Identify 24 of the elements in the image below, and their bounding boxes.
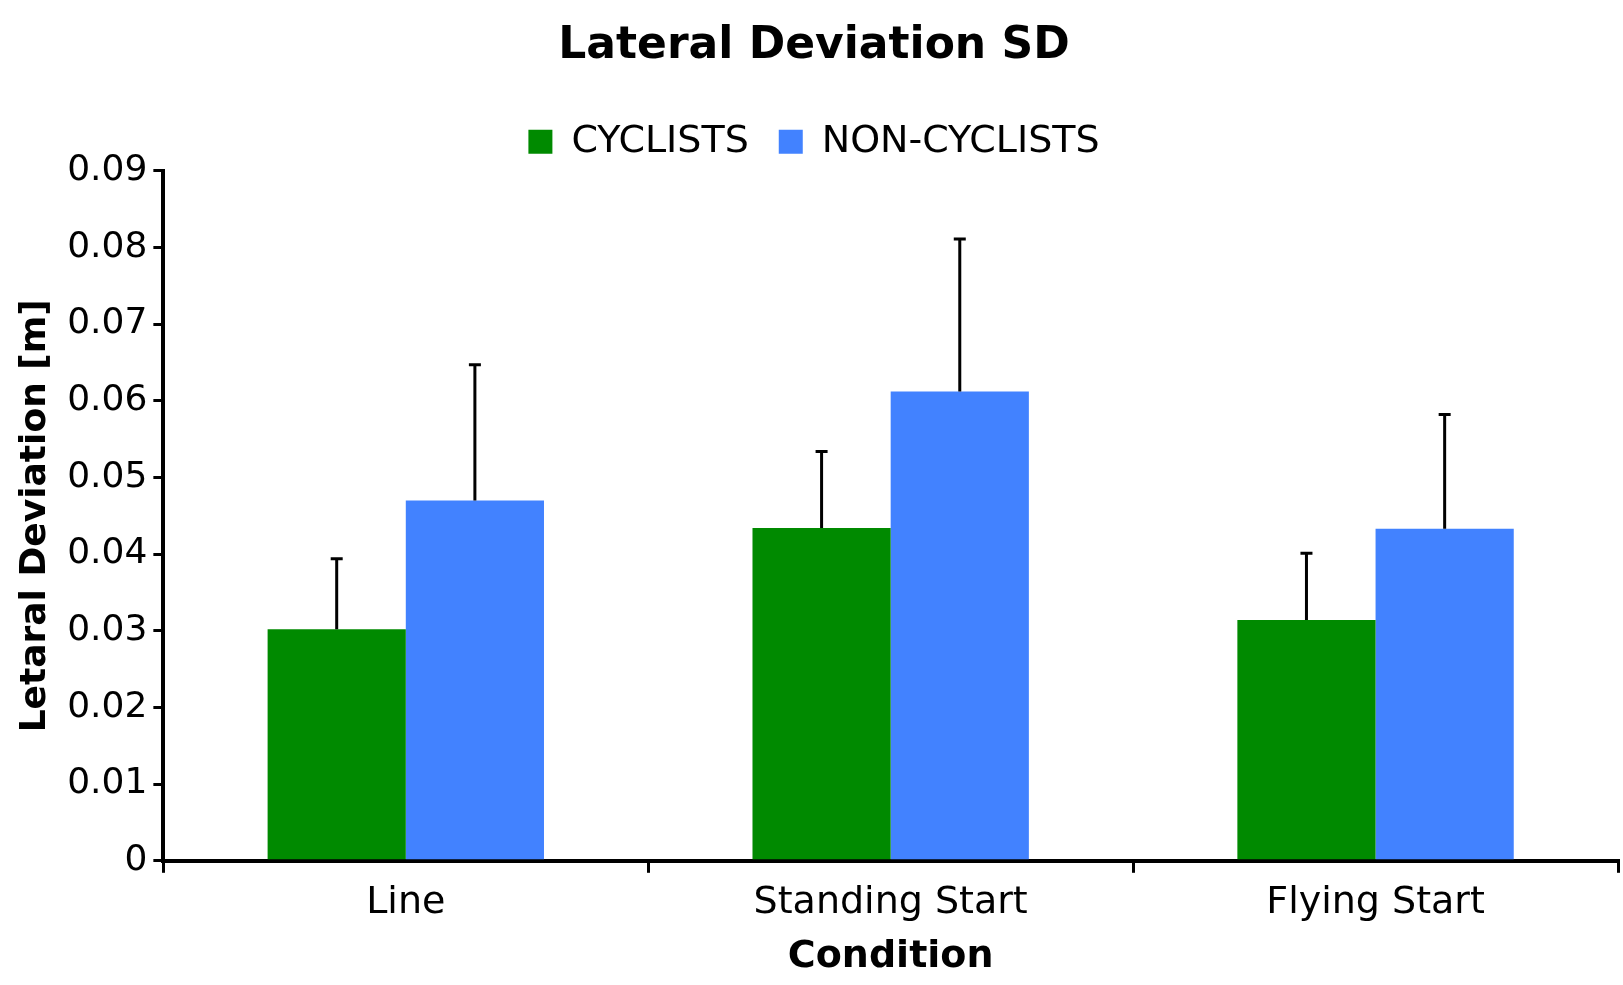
y-tick-label: 0.03 (67, 607, 148, 649)
y-tick-label: 0.09 (67, 147, 148, 189)
legend-label: CYCLISTS (571, 116, 749, 161)
bar (1375, 528, 1514, 860)
bar (890, 391, 1029, 860)
y-tick-label: 0.04 (67, 530, 148, 572)
y-tick-label: 0 (124, 837, 148, 879)
y-tick-label: 0.06 (67, 377, 148, 419)
y-tick-label: 0.08 (67, 223, 148, 265)
y-tick-label: 0.01 (67, 760, 148, 802)
legend-label: NON-CYCLISTS (821, 116, 1100, 161)
x-tick-label: Flying Start (1266, 878, 1485, 923)
x-axis-title: Condition (787, 932, 994, 977)
bar (752, 528, 891, 860)
x-tick-label: Standing Start (753, 878, 1028, 923)
y-axis-title: Letaral Deviation [m] (11, 299, 53, 733)
y-tick-label: 0.07 (67, 300, 148, 342)
bar (405, 500, 544, 860)
y-tick-label: 0.05 (67, 453, 148, 495)
bar (1237, 620, 1376, 860)
bar (267, 629, 406, 860)
x-tick-label: Line (366, 878, 446, 923)
y-tick-label: 0.02 (67, 683, 148, 725)
chart-title: Lateral Deviation SD (558, 16, 1070, 68)
